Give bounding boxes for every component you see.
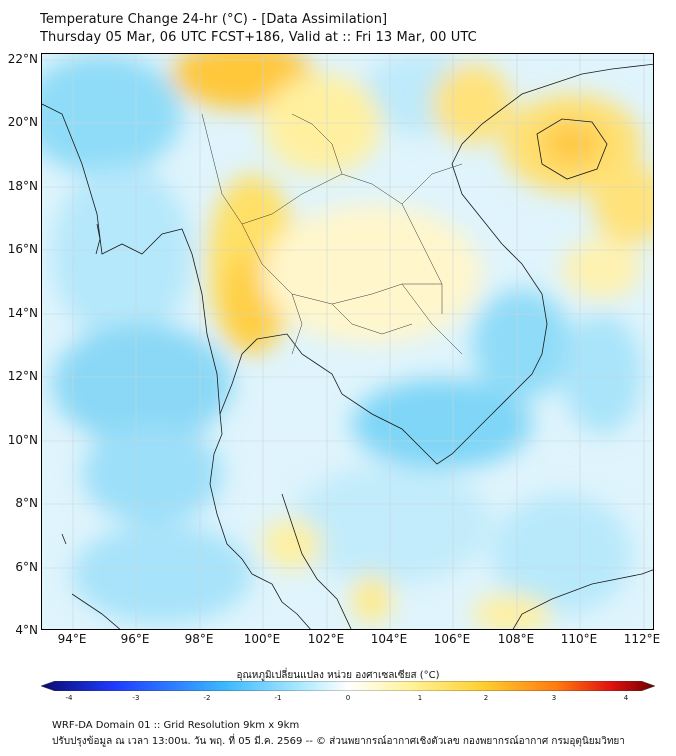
colorbar-tick: -3 — [132, 694, 140, 702]
lon-label: 110°E — [560, 632, 598, 646]
lat-label: 6°N — [15, 560, 38, 574]
lat-label: 8°N — [15, 496, 38, 510]
lat-label: 22°N — [7, 52, 38, 66]
lon-label: 100°E — [243, 632, 281, 646]
colorbar-label: อุณหภูมิเปลี่ยนแปลง หน่วย องศาเซลเซียส (… — [236, 670, 440, 681]
coastlines — [42, 63, 653, 629]
temperature-field — [42, 54, 653, 629]
lat-label: 18°N — [7, 179, 38, 193]
temperature-change-map — [41, 53, 654, 630]
lon-label: 94°E — [57, 632, 87, 646]
lon-label: 102°E — [307, 632, 345, 646]
lat-label: 4°N — [15, 623, 38, 637]
lon-label: 96°E — [120, 632, 150, 646]
colorbar-tick: -4 — [65, 694, 73, 702]
colorbar-tick: -2 — [203, 694, 211, 702]
lat-label: 10°N — [7, 433, 38, 447]
colorbar-tick: 0 — [345, 694, 351, 702]
lon-label: 108°E — [497, 632, 535, 646]
lon-label: 106°E — [433, 632, 471, 646]
lat-label: 14°N — [7, 306, 38, 320]
colorbar-tick: -1 — [274, 694, 282, 702]
lon-label: 104°E — [370, 632, 408, 646]
colorbar-tick: 1 — [417, 694, 423, 702]
colorbar — [41, 681, 655, 691]
lon-label: 98°E — [184, 632, 214, 646]
province-borders — [201, 113, 463, 355]
lat-label: 16°N — [7, 242, 38, 256]
lat-label: 12°N — [7, 369, 38, 383]
graticule — [42, 54, 653, 629]
footer-domain-info: WRF-DA Domain 01 :: Grid Resolution 9km … — [52, 720, 300, 731]
colorbar-tick: 2 — [483, 694, 489, 702]
lon-label: 112°E — [623, 632, 661, 646]
map-title: Temperature Change 24-hr (°C) - [Data As… — [40, 12, 388, 27]
footer-credit: ปรับปรุงข้อมูล ณ เวลา 13:00น. วัน พฤ. ที… — [52, 736, 625, 747]
map-subtitle: Thursday 05 Mar, 06 UTC FCST+186, Valid … — [40, 30, 477, 45]
colorbar-tick: 3 — [551, 694, 557, 702]
lat-label: 20°N — [7, 115, 38, 129]
colorbar-tick: 4 — [623, 694, 629, 702]
